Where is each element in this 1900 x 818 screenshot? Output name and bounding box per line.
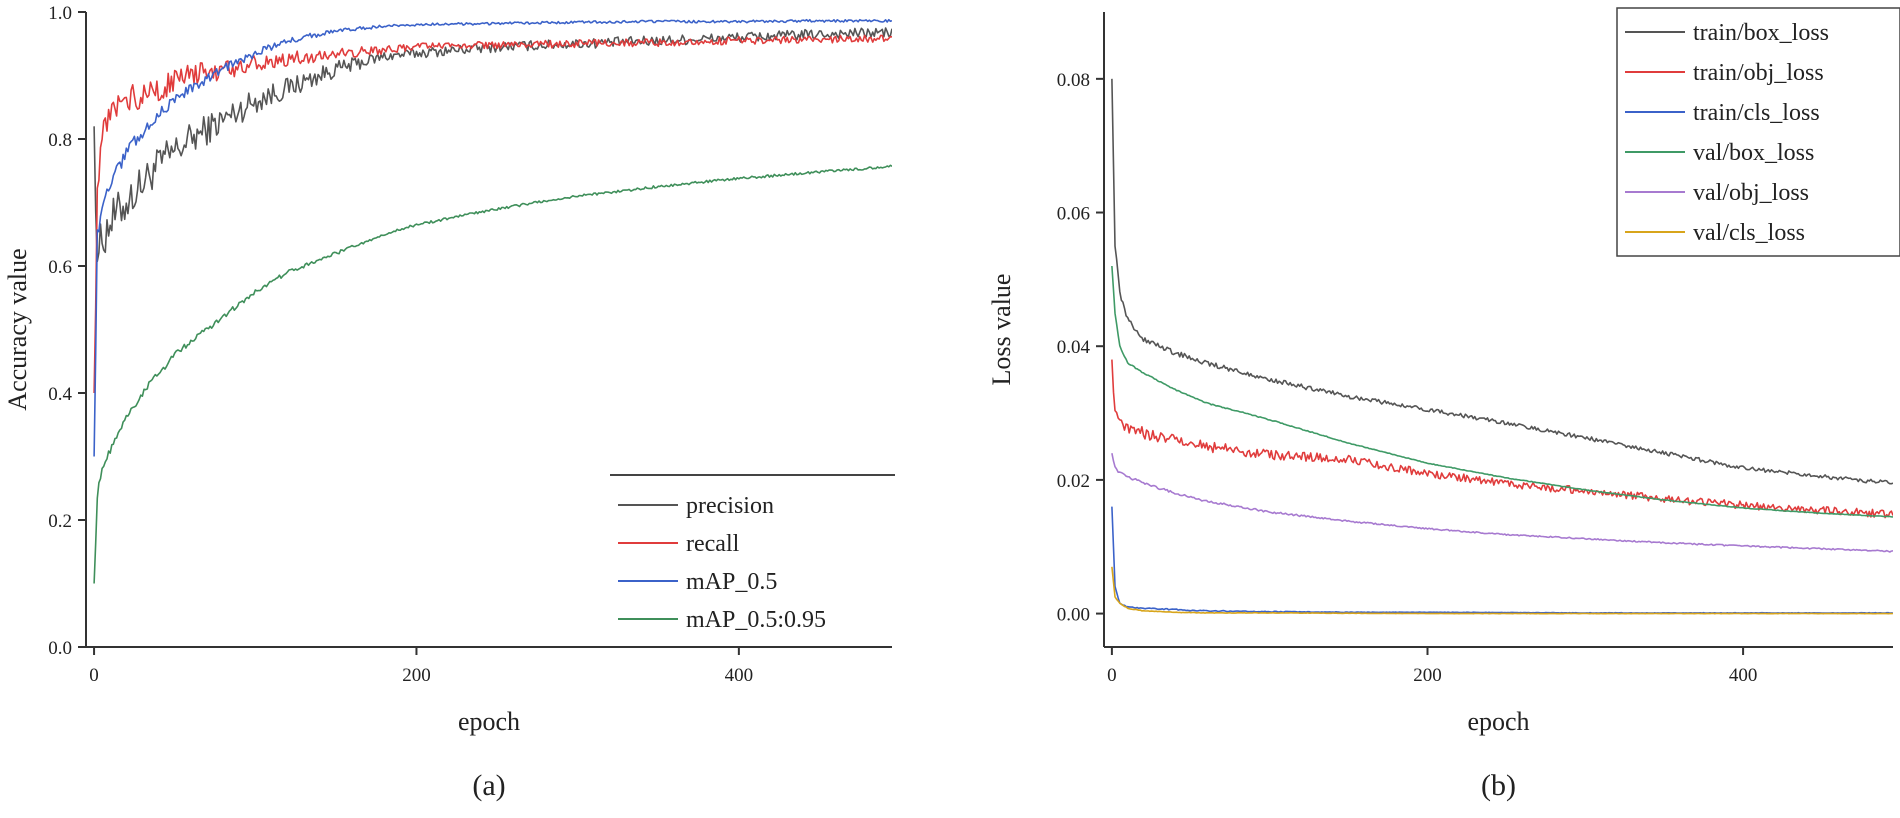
y-axis-title: Loss value [987,274,1016,386]
x-tick-label: 400 [725,665,754,686]
y-tick-label: 0.6 [48,257,72,278]
legend-label: val/box_loss [1693,140,1814,166]
series-line-recall [93,34,892,394]
x-tick-label: 200 [402,665,431,686]
panel-caption: (a) [472,769,505,802]
y-tick-label: 0.8 [48,130,72,151]
legend-label: mAP_0.5 [686,569,777,595]
x-axis-title: epoch [1467,707,1529,736]
legend-box [1616,7,1900,257]
panel-caption: (b) [1481,769,1516,802]
series-line-train-cls-loss [1111,506,1893,614]
y-tick-label: 0.06 [1057,204,1090,225]
x-tick-label: 400 [1729,665,1758,686]
x-tick-label: 200 [1413,665,1442,686]
legend-label: recall [686,531,740,557]
legend-label: train/box_loss [1693,20,1829,46]
x-tick-label: 0 [89,665,99,686]
y-tick-label: 0.04 [1057,337,1091,358]
y-tick-label: 0.00 [1057,605,1090,626]
series-line-val-obj-loss [1111,453,1893,553]
y-tick-label: 0.08 [1057,70,1090,91]
series-line-precision [93,27,892,263]
legend-label: mAP_0.5:0.95 [686,607,826,633]
y-tick-label: 0.4 [48,384,72,405]
legend-label: train/obj_loss [1693,60,1824,86]
series-line-mAP-0-5 [93,18,892,457]
series-line-mAP-0-5-0-95 [93,164,892,584]
y-axis-title: Accuracy value [3,248,32,410]
y-tick-label: 0.2 [48,511,72,532]
chart-a: 0.0 0.2 0.4 0.6 0.8 1.0 0 200 400 precision recall… [3,3,895,802]
series-line-val-box-loss [1111,265,1893,518]
legend-label: precision [686,493,774,519]
y-tick-label: 0.0 [48,638,72,659]
chart-b: 0.00 0.02 0.04 0.06 0.08 0 200 400 train/box_los… [987,7,1900,802]
x-axis-title: epoch [458,707,520,736]
x-tick-label: 0 [1107,665,1117,686]
legend-label: val/cls_loss [1693,220,1805,246]
legend-label: val/obj_loss [1693,180,1809,206]
series-line-train-box-loss [1111,78,1893,485]
y-tick-label: 0.02 [1057,471,1090,492]
y-tick-label: 1.0 [48,3,72,24]
series-line-train-obj-loss [1111,359,1893,519]
legend-label: train/cls_loss [1693,100,1820,126]
series-line-val-cls-loss [1111,566,1893,615]
